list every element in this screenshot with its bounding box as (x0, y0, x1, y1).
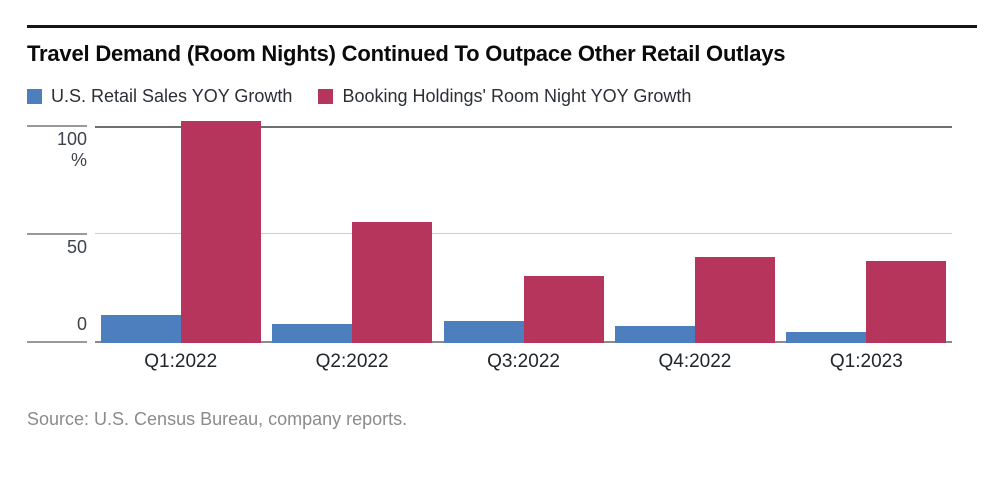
legend-swatch-icon (318, 89, 334, 104)
x-label-q2-2022: Q2:2022 (315, 351, 389, 372)
bar-group-q2-2022 (266, 121, 437, 343)
bar-u-s-retail-sales-yoy-growth-q1-2023 (786, 332, 867, 343)
bar-u-s-retail-sales-yoy-growth-q3-2022 (443, 321, 524, 343)
x-label-q1-2022: Q1:2022 (144, 351, 218, 372)
bar-group-q4-2022 (609, 121, 780, 343)
legend-label: Booking Holdings' Room Night YOY Growth (342, 86, 692, 106)
bar-group-q3-2022 (438, 121, 609, 343)
legend-swatch-icon (27, 89, 42, 104)
y-tick-label-50: 50 (66, 237, 87, 257)
bar-u-s-retail-sales-yoy-growth-q2-2022 (272, 324, 353, 343)
y-tick-mark-0 (27, 341, 87, 343)
bar-booking-holdings-room-night-yoy-growth-q3-2022 (523, 276, 604, 343)
y-tick-mark-50 (27, 233, 87, 235)
y-tick-label-100: 100 % (56, 129, 87, 170)
y-tick-mark-100 (27, 125, 87, 127)
bar-group-q1-2023 (781, 121, 952, 343)
chart-title: Travel Demand (Room Nights) Continued To… (27, 41, 786, 66)
bar-groups (95, 121, 952, 343)
x-label-q4-2022: Q4:2022 (658, 351, 732, 372)
plot-area (95, 121, 952, 343)
bar-u-s-retail-sales-yoy-growth-q4-2022 (614, 326, 695, 343)
gridline-100 (95, 126, 952, 128)
top-rule-divider (27, 25, 977, 28)
y-tick-label-0: 0 (76, 314, 87, 334)
gridline-50 (95, 233, 952, 234)
chart-legend: U.S. Retail Sales YOY Growth Booking Hold… (27, 86, 987, 107)
x-axis-labels: Q1:2022 Q2:2022 Q3:2022 Q4:2022 Q1:2023 (95, 351, 952, 373)
bar-booking-holdings-room-night-yoy-growth-q2-2022 (352, 222, 433, 343)
bar-group-q1-2022 (95, 121, 266, 343)
legend-item-u-s-retail-sales-yoy-growth: U.S. Retail Sales YOY Growth (27, 86, 292, 107)
bar-booking-holdings-room-night-yoy-growth-q1-2023 (866, 261, 947, 343)
legend-item-booking-holdings-room-night-yoy-growth: Booking Holdings' Room Night YOY Growth (318, 86, 691, 107)
bar-booking-holdings-room-night-yoy-growth-q1-2022 (180, 121, 261, 343)
bar-chart: 100 % 50 0 (27, 121, 952, 343)
bar-u-s-retail-sales-yoy-growth-q1-2022 (100, 315, 181, 343)
bar-booking-holdings-room-night-yoy-growth-q4-2022 (694, 257, 775, 343)
x-label-q1-2023: Q1:2023 (829, 351, 903, 372)
y-axis: 100 % 50 0 (27, 121, 95, 343)
legend-label: U.S. Retail Sales YOY Growth (51, 86, 293, 106)
x-label-q3-2022: Q3:2022 (487, 351, 560, 372)
source-note: Source: U.S. Census Bureau, company repo… (27, 409, 408, 429)
